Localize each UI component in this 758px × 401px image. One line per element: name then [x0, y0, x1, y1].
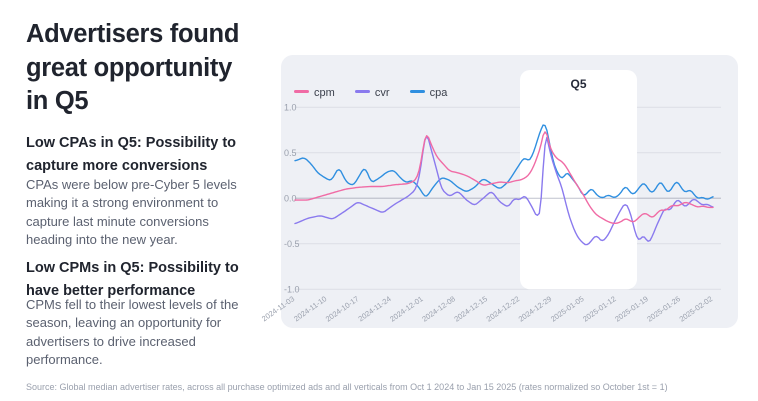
svg-text:2024-12-08: 2024-12-08	[420, 294, 457, 323]
svg-text:0.0: 0.0	[284, 194, 297, 204]
svg-text:Q5: Q5	[570, 77, 586, 91]
svg-text:2025-01-26: 2025-01-26	[645, 294, 682, 323]
svg-text:-0.5: -0.5	[284, 239, 300, 249]
svg-text:2024-11-03: 2024-11-03	[260, 294, 296, 323]
svg-text:2024-12-01: 2024-12-01	[388, 294, 425, 323]
svg-text:2024-12-15: 2024-12-15	[452, 294, 489, 323]
svg-text:2025-02-02: 2025-02-02	[678, 294, 715, 323]
svg-text:0.5: 0.5	[284, 148, 297, 158]
svg-text:1.0: 1.0	[284, 103, 297, 113]
svg-text:2024-11-24: 2024-11-24	[357, 294, 393, 323]
svg-text:2024-10-17: 2024-10-17	[324, 294, 361, 323]
svg-text:2024-11-10: 2024-11-10	[292, 294, 328, 323]
svg-text:2025-01-05: 2025-01-05	[549, 294, 586, 323]
svg-text:-1.0: -1.0	[284, 285, 300, 295]
svg-text:2024-12-29: 2024-12-29	[517, 294, 554, 323]
svg-text:2024-12-22: 2024-12-22	[485, 294, 522, 323]
svg-text:2025-01-19: 2025-01-19	[613, 294, 650, 323]
svg-text:2025-01-12: 2025-01-12	[581, 294, 618, 323]
